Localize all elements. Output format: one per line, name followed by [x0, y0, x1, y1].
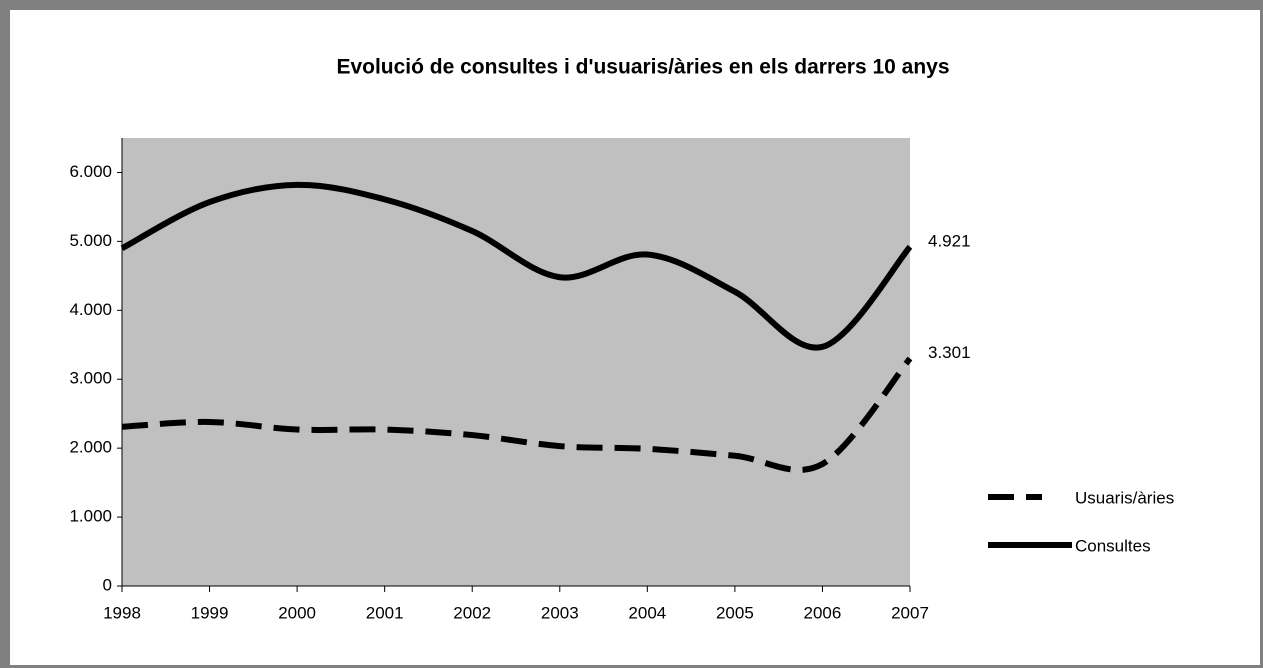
chart-title: Evolució de consultes i d'usuaris/àries …	[336, 56, 949, 79]
x-tick-label: 2003	[541, 603, 579, 622]
x-tick-label: 2005	[716, 603, 754, 622]
x-tick-label: 2002	[453, 603, 491, 622]
y-tick-label: 0	[103, 575, 112, 594]
x-tick-label: 2000	[278, 603, 316, 622]
x-tick-label: 2001	[366, 603, 404, 622]
plot-area	[122, 138, 910, 586]
y-tick-label: 3.000	[69, 369, 112, 388]
legend-label: Consultes	[1075, 536, 1151, 555]
y-tick-label: 5.000	[69, 231, 112, 250]
series-line	[121, 356, 913, 473]
x-tick-label: 2006	[804, 603, 842, 622]
series-line	[120, 181, 913, 351]
y-tick-label: 1.000	[69, 507, 112, 526]
y-tick-label: 6.000	[69, 162, 112, 181]
x-tick-label: 1998	[103, 603, 141, 622]
y-tick-label: 2.000	[69, 438, 112, 457]
x-tick-label: 1999	[191, 603, 229, 622]
legend-label: Usuaris/àries	[1075, 488, 1174, 507]
data-label: 3.301	[928, 343, 971, 362]
data-label: 4.921	[928, 231, 971, 250]
x-tick-label: 2007	[891, 603, 929, 622]
x-tick-label: 2004	[628, 603, 666, 622]
y-tick-label: 4.000	[69, 300, 112, 319]
